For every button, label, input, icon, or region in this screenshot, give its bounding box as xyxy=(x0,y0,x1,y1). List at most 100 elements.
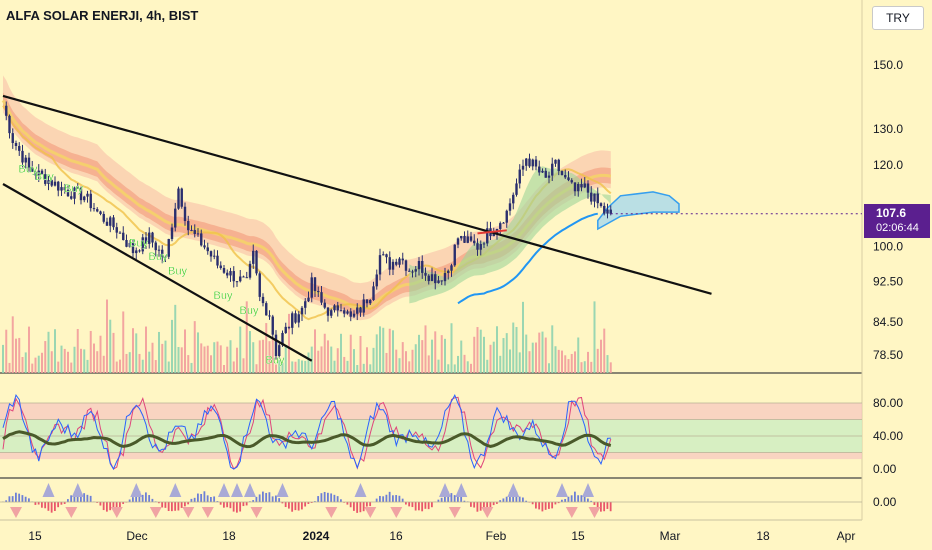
candle-body xyxy=(362,299,365,313)
candle-body xyxy=(541,170,544,173)
histogram-bar xyxy=(317,496,320,502)
candle-body xyxy=(226,272,229,276)
histogram-bar xyxy=(561,499,563,502)
histogram-bar xyxy=(398,495,401,502)
histogram-bar xyxy=(609,502,612,512)
histogram-bar xyxy=(190,498,193,502)
volume-bar xyxy=(583,361,586,373)
volume-bar xyxy=(379,326,381,373)
volume-bar xyxy=(486,359,489,373)
candle-body xyxy=(336,305,339,311)
volume-bar xyxy=(574,351,576,373)
histogram-bar xyxy=(570,495,573,502)
candle-body xyxy=(606,209,609,214)
histogram-bar xyxy=(174,502,177,511)
candle-body xyxy=(391,261,395,270)
candle-body xyxy=(53,181,57,186)
signal-up-triangle xyxy=(231,483,243,497)
histogram-bar xyxy=(496,502,498,504)
osc-oversold-band xyxy=(0,452,862,460)
candle-body xyxy=(47,180,50,184)
histogram-bar xyxy=(427,502,430,510)
histogram-bar xyxy=(366,502,368,507)
histogram-bar xyxy=(226,502,229,508)
signal-down-triangle xyxy=(201,507,214,518)
volume-bar xyxy=(593,301,596,373)
signal-down-triangle xyxy=(325,507,338,518)
candle-body xyxy=(434,274,437,284)
candle-body xyxy=(216,255,219,266)
candle-body xyxy=(466,236,469,243)
histogram-bar xyxy=(28,498,30,502)
histogram-bar xyxy=(385,494,388,502)
volume-bar xyxy=(203,346,206,373)
volume-bar xyxy=(268,341,271,373)
candle-body xyxy=(27,157,31,168)
histogram-bar xyxy=(96,502,99,503)
histogram-bar xyxy=(418,502,420,511)
histogram-bar xyxy=(206,495,209,502)
volume-bar xyxy=(288,313,290,373)
currency-selector[interactable]: TRY xyxy=(872,6,924,30)
volume-bar xyxy=(232,361,235,373)
volume-bar xyxy=(330,346,333,373)
volume-bar xyxy=(333,360,336,373)
time-tick-label: 2024 xyxy=(303,529,330,543)
volume-bar xyxy=(398,358,401,373)
histogram-bar xyxy=(63,502,66,504)
volume-bar xyxy=(158,331,160,373)
volume-bar xyxy=(548,363,550,373)
candle-body xyxy=(382,254,385,256)
histogram-bar xyxy=(479,502,482,511)
volume-bar xyxy=(102,355,105,373)
volume-bar xyxy=(154,360,157,373)
candle-body xyxy=(476,243,479,250)
histogram-bar xyxy=(86,494,89,502)
histogram-bar xyxy=(148,495,151,502)
histogram-bar xyxy=(499,500,502,502)
volume-bar xyxy=(466,361,469,373)
candle-body xyxy=(440,280,443,282)
histogram-bar xyxy=(193,497,196,502)
volume-bar xyxy=(567,359,570,373)
volume-bar xyxy=(132,328,134,373)
volume-bar xyxy=(219,345,222,373)
candle-body xyxy=(18,145,21,151)
volume-bar xyxy=(28,326,30,373)
candle-body xyxy=(79,187,83,201)
histogram-bar xyxy=(603,502,606,512)
histogram-bar xyxy=(473,502,476,508)
candle-body xyxy=(255,250,258,274)
histogram-bar xyxy=(476,502,479,512)
trendline-resistance xyxy=(477,229,507,235)
volume-bar xyxy=(190,362,193,373)
volume-bar xyxy=(476,327,479,373)
volume-bar xyxy=(359,336,362,373)
candle-body xyxy=(570,180,573,183)
last-price: 107.6 xyxy=(876,206,907,220)
histogram-bar xyxy=(343,502,346,503)
histogram-bar xyxy=(57,502,60,508)
candle-body xyxy=(99,211,102,214)
histogram-bar xyxy=(307,502,310,504)
histogram-bar xyxy=(353,502,355,511)
volume-bar xyxy=(424,325,427,373)
signal-up-triangle xyxy=(169,483,182,497)
signal-up-triangle xyxy=(218,483,230,497)
candle-body xyxy=(174,208,177,228)
histogram-bar xyxy=(167,502,170,512)
volume-bar xyxy=(447,364,450,373)
candle-body xyxy=(122,232,125,241)
volume-bar xyxy=(180,347,183,373)
candle-body xyxy=(609,209,612,214)
histogram-bar xyxy=(457,493,459,502)
candle-body xyxy=(317,291,320,293)
candle-body xyxy=(512,194,515,204)
volume-bar xyxy=(596,348,599,373)
volume-bar xyxy=(317,350,320,373)
volume-bar xyxy=(138,353,141,373)
candle-body xyxy=(313,277,317,292)
candle-body xyxy=(395,261,398,265)
candle-body xyxy=(421,260,424,273)
